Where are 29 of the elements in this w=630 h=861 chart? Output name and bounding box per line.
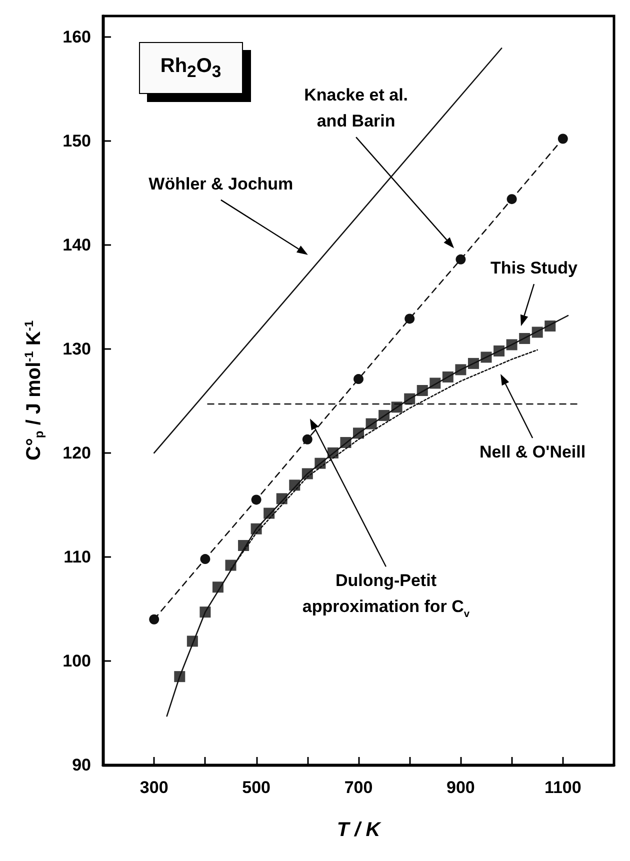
y-tick-label: 130	[62, 339, 91, 358]
x-axis-title: T / K	[336, 819, 382, 841]
point	[149, 614, 160, 624]
x-tick-label: 1100	[544, 778, 582, 797]
point	[506, 194, 517, 204]
x-tick-label: 700	[344, 778, 373, 797]
point	[404, 314, 415, 324]
point	[558, 134, 568, 144]
annotation: Wöhler & Jochum	[148, 174, 294, 194]
point	[200, 554, 210, 564]
annotation: Nell & O'Neill	[480, 442, 586, 462]
annotation: Knacke et al. and Barin	[304, 86, 408, 131]
annotation: This Study	[490, 258, 578, 278]
y-tick-label: 140	[62, 235, 91, 254]
point	[302, 434, 312, 444]
y-tick-label: 110	[64, 547, 91, 566]
point	[251, 494, 262, 505]
point	[456, 254, 466, 264]
annotation: Rh$_{2}$O$_{3}$	[160, 54, 222, 82]
x-tick-label: 500	[242, 778, 270, 797]
y-tick-label: 90	[72, 756, 91, 774]
x-tick-label: 900	[446, 778, 475, 797]
point	[354, 374, 364, 384]
y-tick-label: 160	[62, 27, 91, 46]
y-tick-label: 100	[62, 651, 91, 670]
x-tick-label: 300	[140, 778, 168, 797]
y-tick-label: 150	[62, 131, 91, 150]
y-tick-label: 120	[62, 443, 91, 462]
y-axis-title: C°p / J mol-1 K-1	[22, 320, 46, 461]
